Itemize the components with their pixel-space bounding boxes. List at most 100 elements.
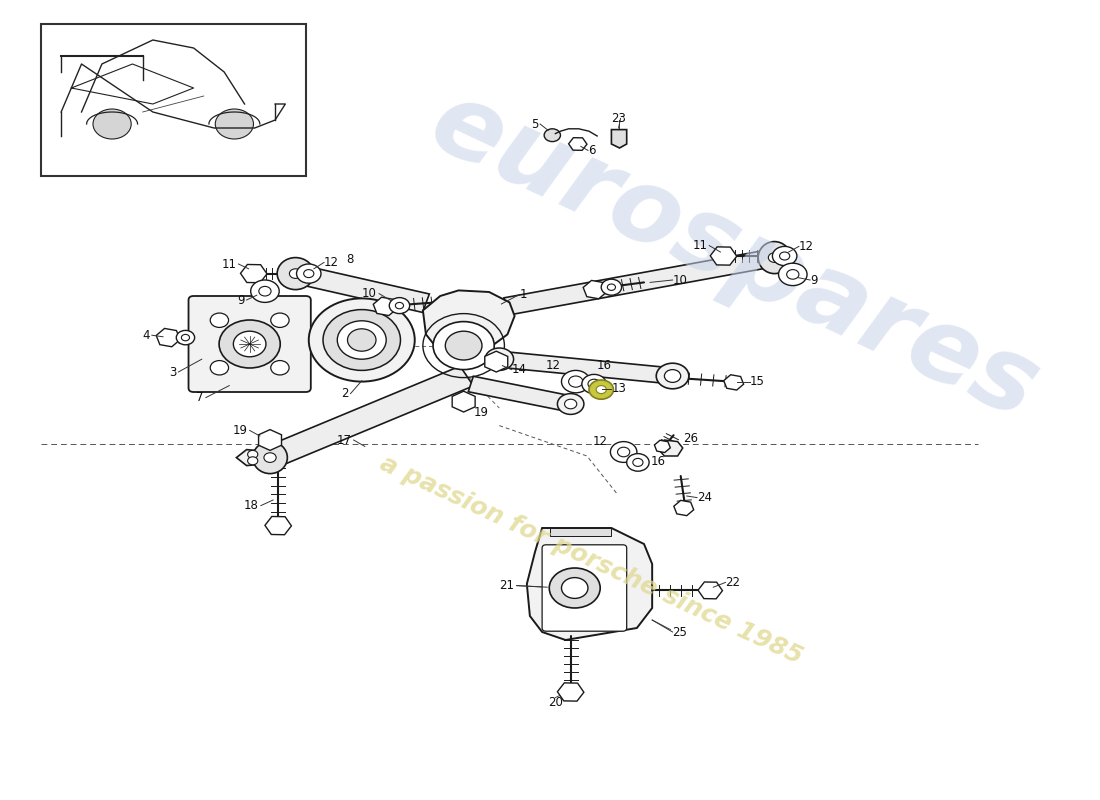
Text: 24: 24 [697,491,712,504]
Text: 3: 3 [169,366,176,378]
Circle shape [617,447,629,457]
Text: 12: 12 [546,359,561,372]
Text: 15: 15 [750,375,764,388]
Circle shape [627,454,649,471]
Circle shape [248,457,257,465]
Circle shape [786,270,799,279]
Text: 14: 14 [512,363,527,376]
Text: 1: 1 [519,288,527,301]
Text: 22: 22 [726,576,740,589]
Polygon shape [422,290,515,356]
Circle shape [564,399,576,409]
Circle shape [248,450,257,458]
Text: 19: 19 [474,406,488,418]
Circle shape [176,330,195,345]
Text: 17: 17 [337,434,352,446]
Polygon shape [658,440,683,456]
Text: 12: 12 [799,240,814,253]
Circle shape [271,361,289,375]
Text: 12: 12 [324,256,339,269]
Circle shape [657,363,689,389]
Text: 7: 7 [196,391,204,404]
Circle shape [338,321,386,359]
Text: 18: 18 [244,499,258,512]
Circle shape [485,348,514,370]
Polygon shape [263,366,473,467]
Circle shape [389,298,409,314]
Text: 6: 6 [588,144,595,157]
Circle shape [772,246,796,266]
Polygon shape [293,264,429,313]
Text: 10: 10 [362,287,377,300]
Text: 23: 23 [612,112,626,125]
Text: 4: 4 [142,329,150,342]
Text: 2: 2 [341,387,349,400]
Text: 8: 8 [346,253,354,266]
FancyBboxPatch shape [542,545,627,631]
Circle shape [544,129,561,142]
Polygon shape [527,528,652,640]
Text: 13: 13 [612,382,626,395]
Circle shape [216,109,253,139]
Circle shape [607,284,616,290]
Text: 11: 11 [692,239,707,252]
Polygon shape [550,528,612,536]
Ellipse shape [758,242,791,274]
Polygon shape [469,376,573,412]
Circle shape [94,109,131,139]
Circle shape [549,568,601,608]
Circle shape [297,264,321,283]
Circle shape [561,370,590,393]
Text: 9: 9 [810,274,817,286]
Circle shape [271,313,289,327]
Circle shape [588,379,601,389]
Circle shape [588,380,614,399]
Circle shape [602,279,621,295]
Circle shape [582,374,606,394]
Circle shape [395,302,404,309]
Circle shape [446,331,482,360]
Text: 11: 11 [221,258,236,270]
Text: a passion for porsche since 1985: a passion for porsche since 1985 [376,451,806,669]
Circle shape [304,270,313,278]
Circle shape [264,453,276,462]
FancyBboxPatch shape [188,296,311,392]
Ellipse shape [253,442,287,474]
Text: 9: 9 [238,294,244,306]
Polygon shape [504,249,777,315]
Circle shape [569,376,583,387]
Text: 12: 12 [592,435,607,448]
Circle shape [433,322,494,370]
Circle shape [348,329,376,351]
Circle shape [210,361,229,375]
Text: 20: 20 [548,696,563,709]
Text: 26: 26 [683,432,697,445]
Circle shape [251,280,279,302]
Text: 19: 19 [232,424,248,437]
Text: 21: 21 [499,579,515,592]
Circle shape [182,334,189,341]
Circle shape [210,313,229,327]
Text: 16: 16 [597,359,612,372]
Polygon shape [612,130,627,148]
Circle shape [558,394,584,414]
Circle shape [768,253,781,262]
Text: 5: 5 [530,118,538,130]
Circle shape [309,298,415,382]
Polygon shape [236,450,277,466]
Circle shape [258,286,271,296]
Circle shape [664,370,681,382]
Polygon shape [498,351,674,384]
Circle shape [323,310,400,370]
Bar [41,24,306,176]
Circle shape [610,442,637,462]
Circle shape [780,252,790,260]
Ellipse shape [277,258,313,290]
Circle shape [233,331,266,357]
Text: 25: 25 [672,626,688,638]
Circle shape [779,263,807,286]
Circle shape [561,578,588,598]
Circle shape [219,320,280,368]
Text: 10: 10 [672,274,688,286]
Circle shape [632,458,644,466]
